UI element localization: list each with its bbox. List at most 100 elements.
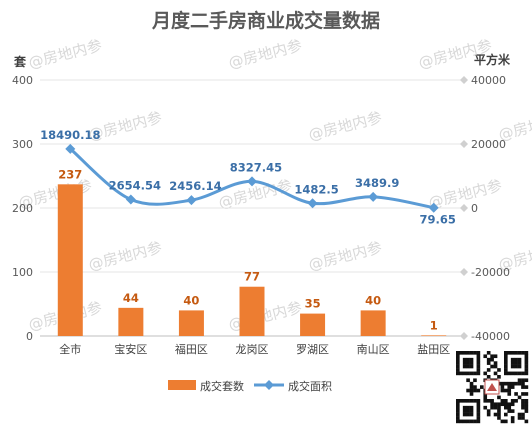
qr-module [504, 361, 508, 365]
qr-module [497, 395, 501, 400]
qr-module [493, 412, 498, 417]
qr-module [476, 361, 481, 365]
qr-module [524, 419, 529, 424]
watermark-text: @房地内参 [307, 108, 384, 144]
qr-module [507, 405, 512, 410]
qr-code-image [456, 351, 529, 424]
left-axis-unit: 套 [13, 54, 27, 69]
qr-module [521, 381, 525, 386]
qr-module [514, 381, 518, 386]
qr-module [517, 357, 522, 362]
qr-module [517, 395, 522, 400]
qr-module [521, 416, 525, 420]
qr-module [456, 368, 460, 372]
qr-module [493, 364, 498, 369]
qr-module [456, 357, 460, 362]
line-series: 18490.18 2654.54 2456.14 8327.45 1482.5 3489.… [40, 128, 456, 227]
qr-module [517, 351, 522, 355]
legend: 成交套数 成交面积 [168, 379, 332, 393]
qr-module [466, 412, 470, 417]
qr-module [469, 361, 474, 365]
qr-module [507, 392, 512, 396]
qr-module [456, 354, 460, 359]
qr-module [462, 409, 467, 413]
qr-module [524, 405, 529, 410]
qr-module [524, 392, 529, 396]
qr-module [459, 399, 464, 403]
bar-value-label: 40 [365, 293, 381, 307]
qr-module [469, 364, 474, 369]
qr-module [510, 399, 515, 403]
qr-module [524, 371, 529, 376]
category-label: 全市 [59, 342, 81, 356]
qr-module [517, 378, 522, 383]
qr-module [504, 399, 508, 403]
category-label: 福田区 [175, 342, 208, 356]
qr-module [514, 371, 518, 376]
qr-module [469, 351, 474, 355]
qr-module [504, 412, 508, 417]
qr-module [486, 412, 491, 417]
right-tick-label: 20000 [471, 138, 506, 151]
qr-module [504, 364, 508, 369]
qr-module [476, 388, 481, 393]
qr-module [504, 351, 508, 355]
right-axis-ticks: -40000 -20000 0 20000 40000 [460, 74, 510, 343]
right-axis-unit: 平方米 [474, 52, 511, 67]
left-tick-label: 300 [12, 138, 33, 151]
right-tick-marker [460, 140, 468, 148]
qr-module [456, 412, 460, 417]
qr-module [524, 385, 529, 389]
qr-module [497, 402, 501, 407]
qr-module [473, 385, 477, 389]
bar [239, 286, 265, 336]
qr-module [473, 419, 477, 424]
bar-value-label: 40 [183, 293, 199, 307]
watermark-text: @房地内参 [307, 238, 384, 274]
category-label: 罗湖区 [296, 343, 329, 356]
right-tick-label: 0 [471, 202, 478, 215]
line-point [65, 143, 76, 154]
category-label: 盐田区 [417, 343, 450, 356]
qr-module [500, 419, 505, 424]
qr-module [497, 412, 501, 417]
line-value-label: 2456.14 [169, 179, 221, 193]
bar [360, 310, 386, 336]
qr-module [469, 399, 474, 403]
bar [421, 335, 447, 336]
legend-swatch-bar [168, 380, 196, 390]
line-point [428, 202, 439, 213]
qr-module [476, 402, 481, 407]
qr-module [476, 357, 481, 362]
qr-module [507, 409, 512, 413]
qr-module [497, 416, 501, 420]
category-label: 南山区 [357, 343, 390, 356]
qr-module [504, 368, 508, 372]
qr-module [490, 402, 494, 407]
qr-module [497, 375, 501, 379]
qr-module [469, 412, 474, 417]
left-tick-label: 200 [12, 202, 33, 215]
category-label: 龙岗区 [236, 343, 269, 356]
qr-module [456, 351, 460, 355]
qr-module [486, 375, 491, 379]
qr-module [504, 357, 508, 362]
qr-module [521, 402, 525, 407]
qr-module [456, 399, 460, 403]
qr-module [517, 416, 522, 420]
qr-module [473, 388, 477, 393]
qr-module [490, 354, 494, 359]
qr-module [462, 412, 467, 417]
qr-module [517, 361, 522, 365]
bar [57, 184, 83, 336]
qr-module [459, 419, 464, 424]
qr-module [456, 371, 460, 376]
right-tick-label: -20000 [471, 266, 510, 279]
qr-module [480, 385, 484, 389]
right-tick-marker [460, 332, 468, 340]
line-value-label: 18490.18 [40, 128, 100, 142]
qr-module [469, 371, 474, 376]
qr-module [466, 371, 470, 376]
qr-module [493, 371, 498, 376]
qr-module [507, 351, 512, 355]
